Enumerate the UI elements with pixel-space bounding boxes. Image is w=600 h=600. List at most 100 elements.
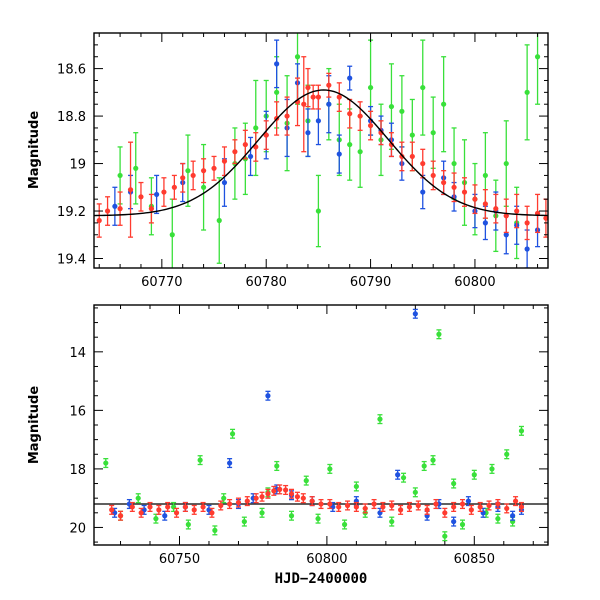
bottom-blue-point	[412, 311, 418, 317]
top-red-point	[127, 187, 134, 193]
top-red-point	[148, 206, 155, 212]
top-red-point	[263, 132, 269, 138]
bottom-red-point	[218, 502, 224, 509]
bottom-green-point	[353, 483, 359, 490]
top-blue-point	[221, 179, 228, 186]
bottom-green-point	[103, 460, 109, 466]
bottom-red-point	[424, 507, 430, 513]
bottom-xtick-label: 60800	[306, 552, 347, 567]
bottom-blue-point	[395, 472, 401, 478]
top-green-point	[420, 84, 426, 91]
top-blue-point	[482, 220, 488, 226]
top-xtick-label: 60800	[454, 275, 495, 290]
top-panel-frame	[93, 32, 549, 269]
top-red-point	[310, 94, 316, 100]
top-red-point	[461, 189, 468, 195]
top-ytick-label: 18.8	[57, 110, 86, 125]
top-red-point	[543, 215, 548, 221]
bottom-red-point	[165, 504, 171, 510]
top-blue-point	[420, 189, 426, 195]
top-green-point	[216, 217, 222, 224]
top-ytick-label: 19	[69, 158, 86, 173]
top-plot-area	[94, 33, 548, 268]
bottom-green-point	[241, 518, 247, 525]
top-green-point	[185, 168, 191, 174]
bottom-red-point	[512, 498, 519, 504]
top-red-point	[190, 172, 196, 179]
top-green-point	[409, 132, 415, 138]
bottom-red-point	[415, 502, 421, 509]
top-red-point	[305, 84, 311, 91]
top-red-point	[451, 184, 457, 190]
top-green-point	[294, 54, 301, 60]
bottom-red-point	[253, 495, 259, 501]
bottom-red-point	[433, 501, 439, 507]
top-red-point	[161, 189, 167, 195]
top-blue-point	[315, 118, 321, 124]
bottom-red-point	[344, 502, 351, 509]
bottom-red-point	[117, 513, 124, 519]
bottom-red-point	[283, 487, 289, 493]
top-red-point	[336, 94, 342, 100]
top-red-point	[171, 184, 177, 190]
bottom-red-point	[477, 504, 483, 510]
top-red-point	[211, 165, 217, 171]
bottom-green-point	[259, 510, 265, 516]
bottom-red-point	[406, 504, 413, 510]
bottom-red-point	[191, 507, 197, 513]
bottom-xtick-label: 60750	[159, 552, 200, 567]
bottom-red-point	[138, 510, 144, 516]
top-red-point	[430, 172, 436, 179]
bottom-red-point	[336, 504, 342, 510]
top-green-point	[169, 232, 175, 238]
bottom-red-point	[147, 504, 153, 510]
top-blue-point	[274, 61, 280, 67]
bottom-red-point	[227, 501, 233, 507]
top-red-point	[409, 153, 415, 160]
top-ylabel: Magnitude	[27, 111, 42, 190]
top-blue-point	[154, 191, 160, 198]
top-green-point	[388, 103, 395, 110]
bottom-red-point	[129, 504, 135, 510]
top-ytick-label: 19.2	[57, 205, 86, 220]
bottom-blue-point	[465, 498, 472, 504]
top-red-point	[347, 111, 353, 117]
bottom-red-point	[294, 494, 301, 500]
top-red-point	[117, 206, 123, 212]
top-xtick-label: 60780	[246, 275, 287, 290]
top-green-point	[534, 54, 541, 60]
top-light-curve-panel: 60770 60780 60790 60800 18.6 18.8 19 19.2 19.4 M…	[27, 32, 549, 290]
top-red-point	[96, 217, 102, 224]
bottom-xlabel: HJD−2400000	[275, 571, 368, 587]
top-red-point	[221, 158, 228, 164]
bottom-red-point	[486, 502, 492, 509]
bottom-red-point	[209, 510, 215, 516]
bottom-red-point	[380, 504, 386, 510]
top-red-point	[503, 213, 509, 219]
top-red-point	[472, 196, 478, 202]
top-red-point	[200, 168, 207, 174]
bottom-ytick-label: 16	[69, 404, 86, 419]
bottom-axis-ticks: 60750 60800 60850 14 16 18 20	[69, 305, 548, 567]
top-xtick-label: 60790	[350, 275, 391, 290]
top-blue-point	[326, 101, 332, 107]
top-blue-point	[524, 246, 530, 252]
bottom-green-point	[471, 472, 477, 478]
top-green-point	[200, 184, 207, 190]
bottom-red-point	[327, 501, 333, 507]
top-red-point	[493, 206, 499, 212]
bottom-blue-point	[265, 393, 271, 399]
bottom-green-point	[459, 521, 466, 528]
bottom-red-point	[156, 507, 162, 513]
top-green-point	[430, 130, 436, 136]
bottom-xtick-label: 60850	[454, 552, 495, 567]
top-axis-ticks: 60770 60780 60790 60800 18.6 18.8 19 19.2 19.4	[57, 33, 548, 290]
bottom-green-point	[135, 495, 141, 501]
bottom-green-point	[153, 516, 159, 522]
top-ytick-label: 18.6	[57, 63, 86, 78]
bottom-ytick-label: 14	[69, 346, 86, 361]
bottom-green-point	[303, 478, 309, 484]
bottom-green-point	[327, 466, 333, 472]
top-red-point	[284, 113, 290, 119]
